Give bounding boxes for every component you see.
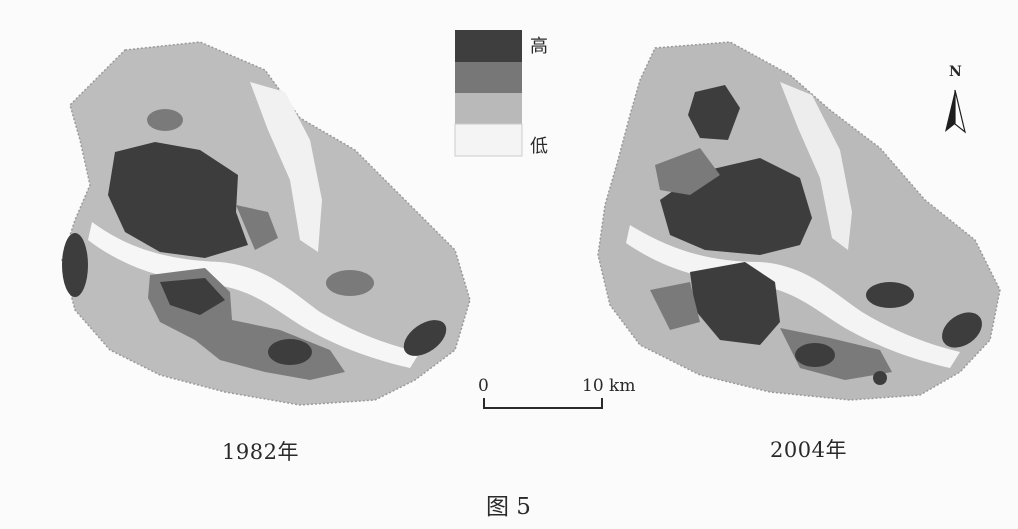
legend-low-label: 低: [530, 136, 548, 157]
scale-end-label: 10 km: [582, 376, 636, 396]
map-1982-river: [88, 222, 420, 368]
legend-swatch-4: [454, 123, 523, 157]
map-1982-east-edge-high: [403, 320, 447, 356]
map-1982-label: 1982年: [222, 440, 299, 464]
map-1982: [61, 41, 471, 406]
map-1982-southeast-high: [268, 339, 312, 365]
map-1982-west-high: [62, 233, 88, 297]
scale-bar-line: [483, 398, 603, 409]
map-1982-low-corridor: [250, 82, 322, 252]
map-2004-east-high: [866, 282, 914, 308]
map-2004-east-edge-high: [942, 312, 982, 348]
map-2004-central-mid: [655, 148, 720, 195]
map-1982-mid-ring: [236, 205, 278, 250]
scale-start-label: 0: [478, 376, 489, 396]
north-label: N: [949, 64, 962, 80]
map-2004-southeast-high: [795, 343, 835, 367]
map-1982-east-mid: [326, 270, 374, 296]
legend-swatch-3: [455, 93, 522, 124]
map-2004: [597, 41, 1001, 401]
legend-swatch-2: [455, 62, 522, 93]
map-2004-spot: [873, 371, 887, 385]
north-arrow-icon: [945, 89, 966, 134]
map-2004-south-high: [690, 262, 780, 345]
figure-caption: 图 5: [486, 494, 531, 520]
scale-bar: [483, 398, 603, 409]
map-2004-low-corridor: [780, 82, 852, 250]
map-1982-north-mid: [147, 109, 183, 131]
legend: [454, 30, 523, 157]
map-2004-north-high: [688, 85, 740, 140]
map-2004-river: [626, 225, 960, 368]
map-1982-south-high: [160, 278, 225, 315]
map-1982-high-core: [108, 142, 248, 258]
legend-swatch-1: [455, 30, 522, 62]
legend-high-label: 高: [530, 36, 548, 57]
map-2004-label: 2004年: [770, 438, 847, 462]
